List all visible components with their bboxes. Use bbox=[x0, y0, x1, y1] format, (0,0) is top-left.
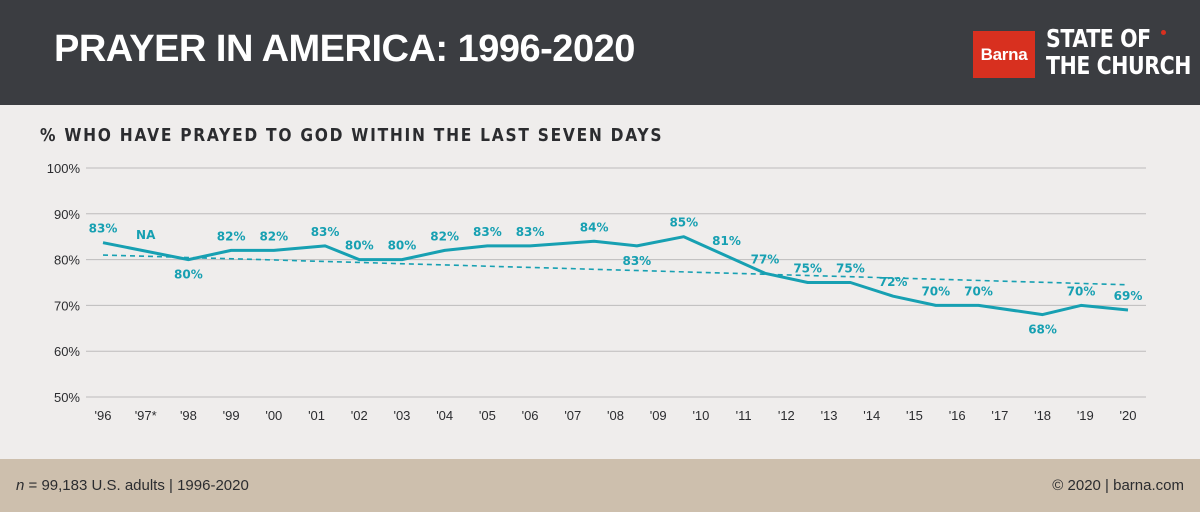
data-label: 83% bbox=[311, 225, 340, 239]
data-label: 83% bbox=[89, 222, 118, 236]
data-label: 70% bbox=[1067, 284, 1096, 298]
data-label: 77% bbox=[751, 252, 780, 266]
x-tick-label: '11 bbox=[736, 408, 752, 423]
chart-title: % WHO HAVE PRAYED TO GOD WITHIN THE LAST… bbox=[40, 125, 664, 146]
x-tick-label: '01 bbox=[308, 408, 325, 423]
series-group bbox=[102, 235, 1129, 317]
data-label: 83% bbox=[516, 225, 545, 239]
data-label: 80% bbox=[174, 268, 203, 282]
x-tick-label: '15 bbox=[906, 408, 923, 423]
data-label: 82% bbox=[217, 229, 246, 243]
data-labels: 83% 80% 82% 82% 83% 80% 80% 82% 83% 83% 84% 83% 85% 7… bbox=[89, 216, 1143, 337]
data-label: 75% bbox=[836, 262, 865, 276]
page-title: PRAYER IN AMERICA: 1996-2020 bbox=[54, 28, 635, 70]
x-tick-label: '14 bbox=[863, 408, 880, 423]
data-label: 70% bbox=[964, 284, 993, 298]
logo-accent-dot bbox=[1161, 30, 1166, 35]
footer-bar: n = 99,183 U.S. adults | 1996-2020 © 202… bbox=[0, 459, 1200, 512]
data-label: 75% bbox=[793, 262, 822, 276]
header-bar: PRAYER IN AMERICA: 1996-2020 Barna STATE… bbox=[0, 0, 1200, 105]
data-label: 82% bbox=[430, 229, 459, 243]
sample-size-note: n = 99,183 U.S. adults | 1996-2020 bbox=[16, 477, 249, 494]
y-tick-label: 80% bbox=[54, 253, 80, 268]
series-line bbox=[102, 235, 1129, 317]
data-label: 83% bbox=[473, 225, 502, 239]
x-tick-label: '98 bbox=[180, 408, 197, 423]
x-tick-label: '04 bbox=[436, 408, 453, 423]
sample-rest: = 99,183 U.S. adults | 1996-2020 bbox=[24, 477, 249, 494]
y-tick-label: 90% bbox=[54, 207, 80, 222]
x-tick-label: '20 bbox=[1120, 408, 1137, 423]
sample-n: n bbox=[16, 477, 25, 494]
annotation-label: NA bbox=[136, 228, 156, 242]
annotation-label: 81% bbox=[712, 234, 741, 248]
y-axis-ticks: 100% 90% 80% 70% 60% 50% bbox=[47, 161, 81, 405]
data-label: 69% bbox=[1114, 289, 1143, 303]
x-axis-ticks: '96 '97* '98 '99 '00 '01 '02 '03 '04 '05 '06 '07 '08… bbox=[95, 408, 1137, 423]
x-tick-label: '03 bbox=[393, 408, 410, 423]
data-label: 68% bbox=[1028, 323, 1057, 337]
data-label: 70% bbox=[921, 284, 950, 298]
x-tick-label: '07 bbox=[564, 408, 581, 423]
x-tick-label: '05 bbox=[479, 408, 496, 423]
data-label: 83% bbox=[622, 254, 651, 268]
data-label: 84% bbox=[580, 220, 609, 234]
data-label: 82% bbox=[259, 229, 288, 243]
x-tick-label: '13 bbox=[821, 408, 838, 423]
y-tick-label: 70% bbox=[54, 298, 80, 313]
barna-logo: Barna bbox=[973, 31, 1035, 78]
x-tick-label: '97* bbox=[135, 408, 157, 423]
grid-lines bbox=[86, 167, 1146, 398]
x-tick-label: '16 bbox=[949, 408, 966, 423]
data-label: 85% bbox=[669, 216, 698, 230]
copyright: © 2020 | barna.com bbox=[1052, 477, 1184, 494]
x-tick-label: '00 bbox=[265, 408, 282, 423]
x-tick-label: '18 bbox=[1034, 408, 1051, 423]
data-label: 80% bbox=[388, 239, 417, 253]
x-tick-label: '06 bbox=[522, 408, 539, 423]
y-tick-label: 60% bbox=[54, 344, 80, 359]
x-tick-label: '02 bbox=[351, 408, 368, 423]
x-tick-label: '08 bbox=[607, 408, 624, 423]
data-label: 72% bbox=[879, 275, 908, 289]
x-tick-label: '17 bbox=[991, 408, 1008, 423]
x-tick-label: '12 bbox=[778, 408, 795, 423]
y-tick-label: 100% bbox=[47, 161, 81, 176]
x-tick-label: '99 bbox=[223, 408, 240, 423]
data-label: 80% bbox=[345, 239, 374, 253]
x-tick-label: '09 bbox=[650, 408, 667, 423]
x-tick-label: '96 bbox=[95, 408, 112, 423]
x-tick-label: '10 bbox=[692, 408, 709, 423]
logo-line-1: STATE OF bbox=[1046, 24, 1151, 53]
x-tick-label: '19 bbox=[1077, 408, 1094, 423]
y-tick-label: 50% bbox=[54, 390, 80, 405]
